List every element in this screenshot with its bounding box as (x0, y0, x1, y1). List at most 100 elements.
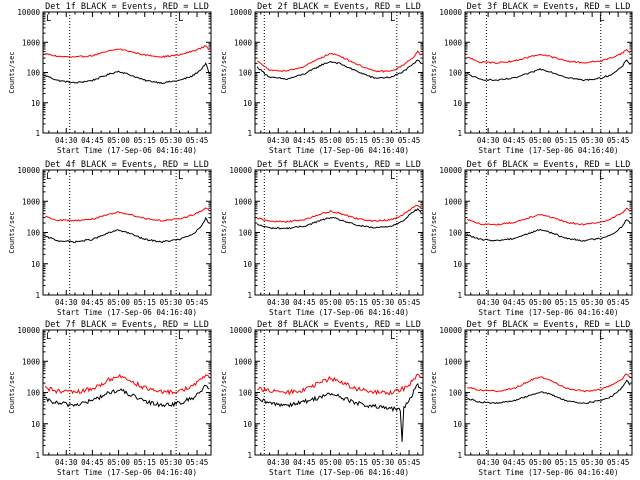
x-tick-label: 04:30 (267, 136, 290, 145)
panel-det-3: Det 3f BLACK = Events, RED = LLD 1 10 100 10… (430, 2, 633, 155)
series-line-events (467, 59, 631, 82)
panel-title: Det 5f BLACK = Events, RED = LLD (257, 160, 421, 170)
panel-det-2: Det 2f BLACK = Events, RED = LLD 1 10 100 10… (220, 2, 424, 155)
y-tick-label: 100 (26, 389, 40, 398)
interval-marker-label: L (599, 14, 604, 24)
y-axis-label: Counts/sec (430, 51, 438, 93)
x-axis-label: Start Time (17-Sep-06 04:16:40) (269, 146, 409, 155)
y-tick-label: 10 (31, 420, 41, 429)
y-tick-label: 10000 (439, 326, 462, 335)
y-axis-label: Counts/sec (8, 211, 16, 253)
y-tick-label: 1 (247, 291, 252, 300)
interval-marker-label: L (390, 172, 395, 182)
y-tick-label: 10 (243, 420, 253, 429)
y-tick-label: 100 (448, 69, 462, 78)
y-tick-label: 1 (457, 291, 462, 300)
series-line-events (44, 61, 210, 85)
interval-marker-label: L (178, 14, 183, 24)
panel-det-4: Det 4f BLACK = Events, RED = LLD 1 10 100 10… (8, 160, 212, 317)
y-tick-label: 10 (31, 99, 41, 108)
y-tick-label: 1 (35, 451, 40, 460)
x-tick-label: 04:45 (293, 136, 316, 145)
x-tick-label: 05:15 (345, 458, 368, 467)
series-line-lld (257, 373, 422, 396)
y-tick-label: 1000 (22, 38, 41, 47)
series-line-events (466, 219, 631, 242)
x-tick-label: 05:15 (133, 458, 156, 467)
x-tick-label: 04:30 (267, 458, 290, 467)
x-tick-label: 05:45 (398, 458, 421, 467)
x-tick-label: 05:30 (581, 298, 604, 307)
y-tick-label: 1000 (234, 38, 253, 47)
x-tick-label: 05:15 (555, 136, 578, 145)
y-axis-label: Counts/sec (220, 51, 228, 93)
y-tick-label: 1 (247, 129, 252, 138)
y-tick-label: 100 (448, 229, 462, 238)
y-tick-label: 1 (35, 129, 40, 138)
interval-marker-label: L (46, 172, 51, 182)
y-tick-label: 100 (238, 389, 252, 398)
x-tick-label: 05:15 (345, 298, 368, 307)
panel-det-8: Det 8f BLACK = Events, RED = LLD 1 10 100 10… (220, 320, 424, 477)
panel-title: Det 6f BLACK = Events, RED = LLD (467, 160, 631, 170)
plot-frame (464, 11, 633, 134)
x-tick-label: 04:45 (293, 298, 316, 307)
x-tick-label: 04:45 (503, 136, 526, 145)
series-line-lld (44, 45, 210, 59)
y-tick-label: 100 (26, 69, 40, 78)
x-tick-label: 04:45 (81, 136, 104, 145)
y-tick-label: 100 (238, 229, 252, 238)
y-tick-label: 1000 (234, 197, 253, 206)
x-axis-label: Start Time (17-Sep-06 04:16:40) (57, 146, 197, 155)
x-tick-label: 05:45 (186, 458, 209, 467)
x-tick-label: 05:45 (186, 298, 209, 307)
x-tick-label: 05:15 (555, 458, 578, 467)
x-tick-label: 04:45 (503, 458, 526, 467)
panel-title: Det 8f BLACK = Events, RED = LLD (257, 320, 421, 330)
y-tick-label: 100 (26, 229, 40, 238)
x-axis-label: Start Time (17-Sep-06 04:16:40) (269, 468, 409, 477)
interval-marker-label: L (46, 332, 51, 342)
panel-title: Det 2f BLACK = Events, RED = LLD (257, 2, 421, 12)
series-line-lld (257, 204, 422, 224)
y-tick-label: 10 (243, 260, 253, 269)
series-line-lld (44, 373, 210, 396)
y-tick-label: 1000 (234, 357, 253, 366)
y-tick-label: 1 (457, 451, 462, 460)
x-tick-label: 04:45 (503, 298, 526, 307)
panel-det-9: Det 9f BLACK = Events, RED = LLD 1 10 100 10… (430, 320, 633, 477)
y-tick-label: 10000 (17, 8, 40, 17)
x-axis-label: Start Time (17-Sep-06 04:16:40) (57, 308, 197, 317)
panel-title: Det 1f BLACK = Events, RED = LLD (45, 2, 209, 12)
plot-frame (254, 329, 424, 456)
interval-marker-label: L (599, 172, 604, 182)
interval-marker-label: L (390, 332, 395, 342)
x-axis-label: Start Time (17-Sep-06 04:16:40) (479, 308, 619, 317)
panel-det-7: Det 7f BLACK = Events, RED = LLD 1 10 100 10… (8, 320, 212, 477)
plot-frame (464, 329, 633, 456)
x-tick-label: 04:30 (477, 458, 500, 467)
plot-frame (464, 169, 633, 296)
y-tick-label: 1000 (444, 38, 463, 47)
y-tick-label: 10 (243, 99, 253, 108)
x-tick-label: 04:30 (477, 298, 500, 307)
y-tick-label: 1000 (22, 357, 41, 366)
y-tick-label: 1000 (444, 357, 463, 366)
interval-marker-label: L (178, 172, 183, 182)
y-axis-label: Counts/sec (220, 211, 228, 253)
series-line-lld (257, 50, 422, 73)
x-tick-label: 05:45 (398, 298, 421, 307)
y-tick-label: 1000 (444, 197, 463, 206)
x-tick-label: 04:45 (81, 298, 104, 307)
series-line-events (256, 382, 422, 442)
panel-title: Det 3f BLACK = Events, RED = LLD (467, 2, 631, 12)
x-axis-label: Start Time (17-Sep-06 04:16:40) (57, 468, 197, 477)
y-axis-label: Counts/sec (8, 51, 16, 93)
y-tick-label: 10 (453, 420, 463, 429)
x-tick-label: 05:00 (107, 136, 130, 145)
series-line-lld (467, 373, 631, 393)
x-tick-label: 04:30 (477, 136, 500, 145)
x-tick-label: 04:30 (55, 298, 78, 307)
x-axis-label: Start Time (17-Sep-06 04:16:40) (269, 308, 409, 317)
